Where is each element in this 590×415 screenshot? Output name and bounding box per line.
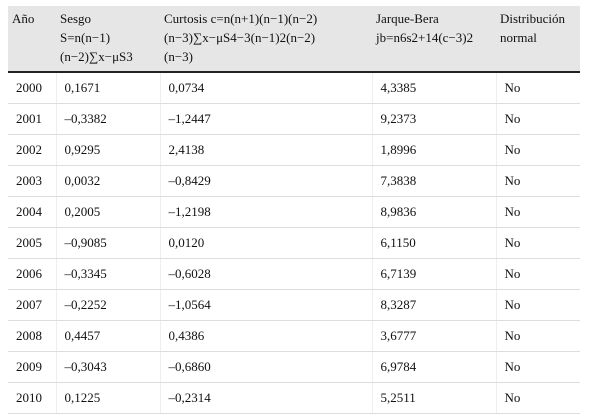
table-row: 2004 0,2005 –1,2198 8,9836 No: [8, 196, 580, 228]
table-cell: –0,2252: [56, 289, 161, 321]
table-cell: –0,3382: [56, 103, 161, 135]
table-cell: 2010: [8, 382, 57, 414]
table-cell: No: [496, 382, 580, 414]
header-cell: Sesgo S=n(n−1) (n−2)∑x−μS3: [56, 6, 160, 73]
table-cell: 8,9836: [372, 196, 497, 228]
header-text: Año: [12, 11, 35, 26]
table-cell: 0,4386: [160, 320, 373, 352]
table-row: 2005 –0,9085 0,0120 6,1150 No: [8, 227, 580, 259]
header-cell: Curtosis c=n(n+1)(n−1)(n−2) (n−3)∑x−μS4−3…: [160, 6, 372, 73]
table-cell: 0,1225: [56, 382, 161, 414]
table-cell: 5,2511: [372, 382, 497, 414]
header-text: Distribución: [500, 11, 565, 26]
table-cell: 6,1150: [372, 227, 497, 259]
table-row: 2003 0,0032 –0,8429 7,3838 No: [8, 165, 580, 197]
table-cell: –1,2447: [160, 103, 373, 135]
table-row: 2002 0,9295 2,4138 1,8996 No: [8, 134, 580, 166]
header-cell: Jarque-Bera jb=n6s2+14(c−3)2: [372, 6, 496, 73]
header-row: Año Sesgo S=n(n−1) (n−2)∑x−μS3 Curtosis c=n(…: [8, 6, 580, 73]
table-cell: No: [496, 351, 580, 383]
header-text: normal: [500, 30, 537, 45]
header-cell: Año: [8, 6, 56, 73]
table-cell: No: [496, 227, 580, 259]
table-cell: –0,3043: [56, 351, 161, 383]
table-cell: No: [496, 320, 580, 352]
table-cell: No: [496, 289, 580, 321]
table-cell: 0,1671: [56, 72, 161, 104]
table-cell: 8,3287: [372, 289, 497, 321]
table-cell: 2003: [8, 165, 57, 197]
header-text: (n−3)∑x−μS4−3(n−1)2(n−2): [164, 30, 316, 45]
table-cell: –0,6028: [160, 258, 373, 290]
table-cell: 9,2373: [372, 103, 497, 135]
table-cell: 0,0734: [160, 72, 373, 104]
table-cell: 3,6777: [372, 320, 497, 352]
table-row: 2000 0,1671 0,0734 4,3385 No: [8, 72, 580, 104]
table-cell: 6,9784: [372, 351, 497, 383]
header-text: (n−2)∑x−μS3: [60, 49, 133, 64]
table-cell: No: [496, 134, 580, 166]
table-cell: 4,3385: [372, 72, 497, 104]
table-cell: 0,4457: [56, 320, 161, 352]
header-text: (n−3): [164, 49, 193, 64]
table-cell: 2007: [8, 289, 57, 321]
table-cell: No: [496, 165, 580, 197]
table-cell: –0,8429: [160, 165, 373, 197]
table-row: 2006 –0,3345 –0,6028 6,7139 No: [8, 258, 580, 290]
table-row: 2007 –0,2252 –1,0564 8,3287 No: [8, 289, 580, 321]
table-cell: 2006: [8, 258, 57, 290]
table-cell: 2,4138: [160, 134, 373, 166]
table-cell: 0,0032: [56, 165, 161, 197]
table-cell: –0,3345: [56, 258, 161, 290]
table-header: Año Sesgo S=n(n−1) (n−2)∑x−μS3 Curtosis c=n(…: [8, 6, 580, 73]
table-cell: –1,0564: [160, 289, 373, 321]
header-text: S=n(n−1): [60, 30, 111, 45]
table-cell: 2005: [8, 227, 57, 259]
table-body: 2000 0,1671 0,0734 4,3385 No 2001 –0,3382 –1,24…: [8, 72, 580, 414]
table-cell: No: [496, 72, 580, 104]
table-cell: –1,2198: [160, 196, 373, 228]
table-cell: 2009: [8, 351, 57, 383]
table-cell: 0,2005: [56, 196, 161, 228]
table-cell: –0,2314: [160, 382, 373, 414]
table-cell: 6,7139: [372, 258, 497, 290]
table-cell: 2001: [8, 103, 57, 135]
table-cell: 2000: [8, 72, 57, 104]
table-cell: No: [496, 258, 580, 290]
table-cell: 2004: [8, 196, 57, 228]
statistics-table: Año Sesgo S=n(n−1) (n−2)∑x−μS3 Curtosis c=n(…: [8, 6, 580, 414]
table-row: 2001 –0,3382 –1,2447 9,2373 No: [8, 103, 580, 135]
table-row: 2008 0,4457 0,4386 3,6777 No: [8, 320, 580, 352]
header-text: Jarque-Bera: [376, 11, 439, 26]
table-row: 2010 0,1225 –0,2314 5,2511 No: [8, 382, 580, 414]
table-cell: 0,0120: [160, 227, 373, 259]
table-cell: 7,3838: [372, 165, 497, 197]
header-cell: Distribución normal: [496, 6, 580, 73]
table-cell: 0,9295: [56, 134, 161, 166]
table-cell: 2002: [8, 134, 57, 166]
table-cell: –0,6860: [160, 351, 373, 383]
header-text: Sesgo: [60, 11, 92, 26]
header-text: Curtosis c=n(n+1)(n−1)(n−2): [164, 11, 318, 26]
table-cell: 1,8996: [372, 134, 497, 166]
table-cell: No: [496, 196, 580, 228]
table-cell: –0,9085: [56, 227, 161, 259]
table-row: 2009 –0,3043 –0,6860 6,9784 No: [8, 351, 580, 383]
header-text: jb=n6s2+14(c−3)2: [376, 30, 474, 45]
table-cell: No: [496, 103, 580, 135]
table-cell: 2008: [8, 320, 57, 352]
